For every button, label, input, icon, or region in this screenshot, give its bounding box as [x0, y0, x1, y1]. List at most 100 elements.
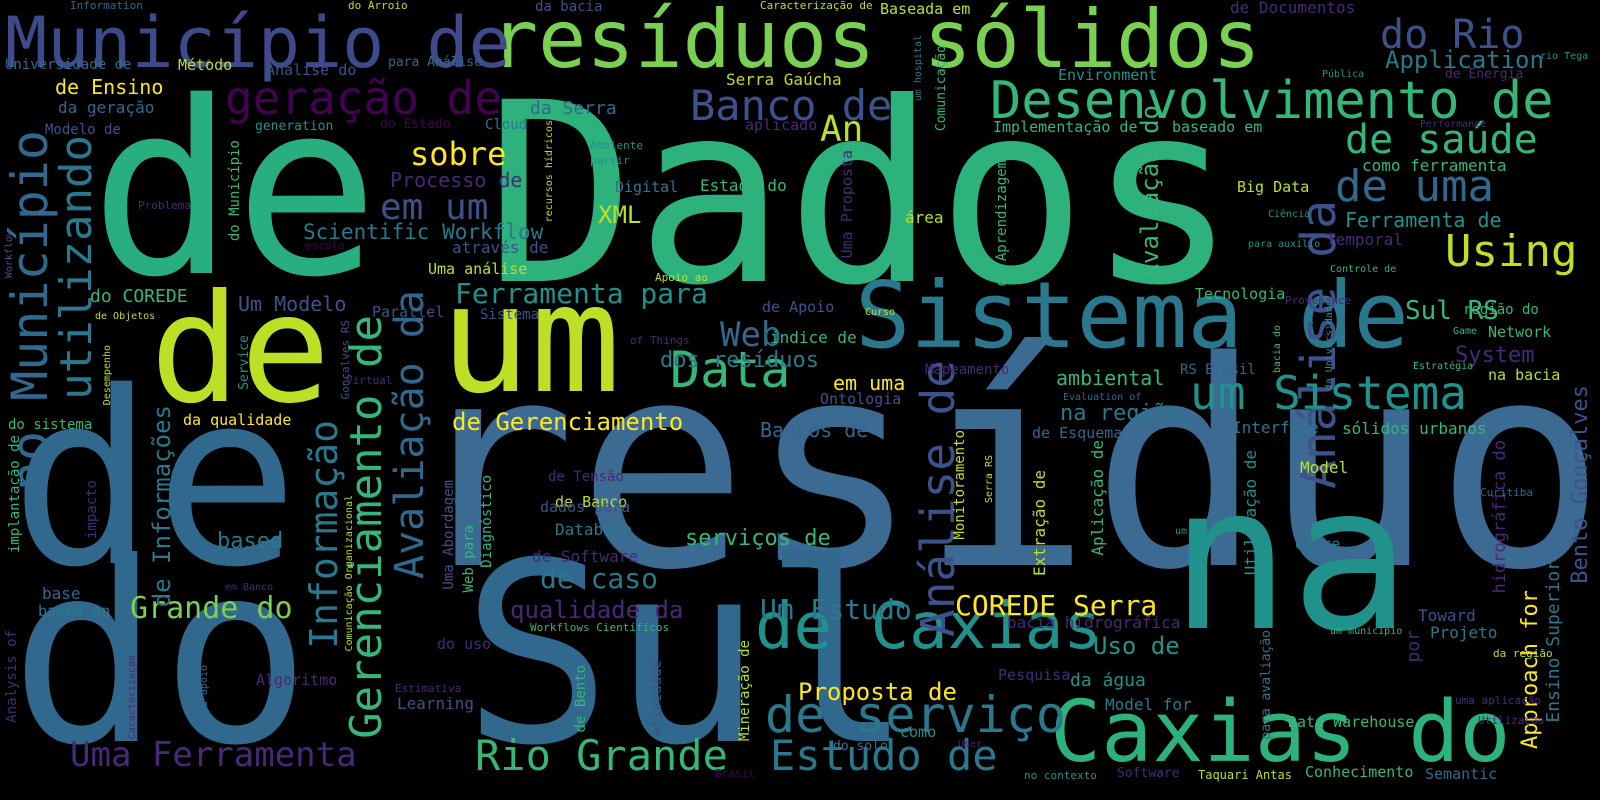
- word-ambiente: Ambiente: [590, 139, 643, 152]
- word-rs-brasil: RS Brasil: [1180, 362, 1256, 378]
- word-ontologia: Ontologia: [820, 390, 902, 408]
- word-do-rio: do Rio: [1380, 12, 1525, 58]
- word-baseada-em: Baseada em: [880, 0, 971, 18]
- word-monitoramento: Monitoramento: [952, 430, 968, 540]
- word-desempenho: Desempenho: [102, 345, 113, 406]
- word-caracterizacao: Caracterização: [127, 655, 138, 740]
- word-diagnostico: Diagnóstico: [479, 475, 495, 568]
- word-do-arroio: do Arroio: [348, 0, 408, 12]
- word-ferramenta-de: Ferramenta de: [1345, 208, 1502, 232]
- word-um-banco: um banco: [1175, 526, 1224, 537]
- word-na-regiao: na região: [1060, 401, 1180, 426]
- word-grande-do: Grande do: [130, 591, 293, 626]
- word-servicos-de: serviços de: [685, 526, 831, 551]
- word-universidade-de: Universidade de: [5, 57, 132, 73]
- word-da-qualidade: da qualidade: [183, 411, 292, 429]
- word-partir: partir: [590, 154, 630, 167]
- word-game: Game: [1453, 326, 1478, 337]
- word-toward: Toward: [1418, 606, 1476, 625]
- word-web-para: Web para: [461, 525, 477, 593]
- word-performance: Performance: [1420, 119, 1487, 130]
- word-using: Using: [1445, 226, 1578, 277]
- word-da-geracao: da geração: [58, 98, 155, 117]
- word-de-ensino: de Ensino: [55, 75, 164, 99]
- word-de-2: de: [150, 263, 331, 437]
- word-corede-serra: COREDE Serra: [955, 589, 1158, 622]
- word-residuo: resíduo: [405, 301, 1600, 633]
- word-implementacao-de: Implementação de: [993, 118, 1138, 136]
- word-de-banco: de Banco: [555, 493, 628, 511]
- word-de-gerenciamento: de Gerenciamento: [452, 408, 684, 436]
- word-estudo-de: Estudo de: [770, 731, 998, 780]
- word-um: um: [440, 253, 621, 427]
- word-uma-ferramenta: Uma Ferramenta: [70, 735, 357, 775]
- word-impacto: impacto: [84, 480, 100, 540]
- word-ensino-superior: Ensino Superior: [1543, 560, 1564, 723]
- word-da-universidade: da Universidade: [1324, 300, 1335, 391]
- word-application: Application: [1385, 46, 1544, 74]
- word-como: como: [900, 723, 937, 741]
- word-dados: Dados: [485, 49, 1238, 340]
- word-data: Data: [670, 341, 791, 399]
- word-do-sul: do Sul: [10, 509, 914, 800]
- word-aplicado: aplicado: [745, 116, 818, 134]
- word-brasil: Brasil: [715, 767, 755, 780]
- word-big-data: Big Data: [1237, 178, 1310, 196]
- word-mineracao-de: Mineração de: [737, 640, 753, 742]
- word-ambiental: ambiental: [1056, 366, 1165, 390]
- word-implantacao-de: implantação de: [7, 435, 23, 554]
- word-do-sistema: do sistema: [8, 417, 93, 433]
- word-de-informacoes: de Informações: [148, 405, 176, 608]
- word-ciencia: Ciência: [1268, 209, 1311, 220]
- word-algoritmo: Algoritmo: [256, 671, 338, 689]
- word-um-hospital: um hospital: [913, 35, 924, 102]
- word-model: Model: [1300, 458, 1349, 477]
- word-provenance: Provenance: [1285, 294, 1352, 307]
- word-em-uma: em uma: [833, 371, 906, 395]
- word-sistema-de: Sistema de: [855, 262, 1409, 369]
- word-como-ferramenta: como ferramenta: [1362, 156, 1507, 175]
- word-residuos-solidos: resíduos sólidos: [490, 0, 1261, 86]
- word-interface: Interface: [1232, 418, 1319, 437]
- word-metodo: Método: [178, 56, 233, 74]
- word-da-agua: da água: [1070, 670, 1146, 691]
- word-recursos-hidricos: recursos hídricos: [544, 120, 555, 223]
- word-scientific-workflow: Scientific Workflow: [303, 220, 544, 244]
- word-controle-de: Controle de: [1330, 264, 1397, 275]
- word-caracterizacao-de: Caracterização de: [760, 0, 873, 12]
- word-de-1: de: [90, 50, 379, 330]
- word-do-solo: do solo: [833, 739, 888, 754]
- word-pesquisa: Pesquisa: [998, 666, 1071, 684]
- word-de-aprendizagem: de Aprendizagem: [994, 160, 1010, 287]
- word-mapeamento: Mapeamento: [925, 362, 1010, 378]
- word-de-esquema: de Esquema: [1032, 424, 1123, 442]
- word-user: User: [958, 739, 983, 750]
- word-escola: escola: [305, 239, 345, 252]
- word-avaliacao-da: Avaliação da: [387, 290, 433, 579]
- word-uma-analise: Uma análise: [428, 260, 528, 278]
- word-um-municipio: um município: [1330, 626, 1403, 637]
- word-caxias-do: Caxias do: [1050, 683, 1511, 782]
- word-avaliacao-do: Avaliação do: [1136, 105, 1164, 279]
- word-para-apoio: para apoio: [199, 665, 210, 726]
- word-apoio-ao: Apoio ao: [655, 271, 708, 284]
- word-network: Network: [1488, 323, 1552, 341]
- word-atraves-de: através de: [452, 238, 549, 257]
- word-uma-aplicacao: uma aplicação: [1455, 694, 1542, 707]
- word-web: Web: [720, 315, 782, 355]
- word-qualidade-da: qualidade da: [510, 596, 684, 624]
- word-bancos-de: Bancos de: [760, 418, 869, 442]
- word-por: por: [1403, 630, 1424, 663]
- word-para-auxilio: para auxílio: [1248, 239, 1321, 250]
- word-bento-goncalves: Bento Gonçalves: [1568, 385, 1593, 584]
- word-no-contexto: no contexto: [1024, 769, 1097, 782]
- word-processo-de: Processo de: [390, 168, 523, 192]
- word-de-saude: de saúde: [1345, 117, 1538, 163]
- word-extracao-de: Extração de: [1030, 470, 1049, 576]
- word-an: An: [820, 109, 864, 150]
- word-rio-grande: Rio Grande: [475, 731, 728, 780]
- word-informacao: Informação: [302, 420, 346, 649]
- word-problema: Problema: [138, 199, 191, 212]
- word-desenvolvimento-de: Desenvolvimento de: [990, 71, 1554, 131]
- word-de-servico: de serviço: [765, 686, 1067, 744]
